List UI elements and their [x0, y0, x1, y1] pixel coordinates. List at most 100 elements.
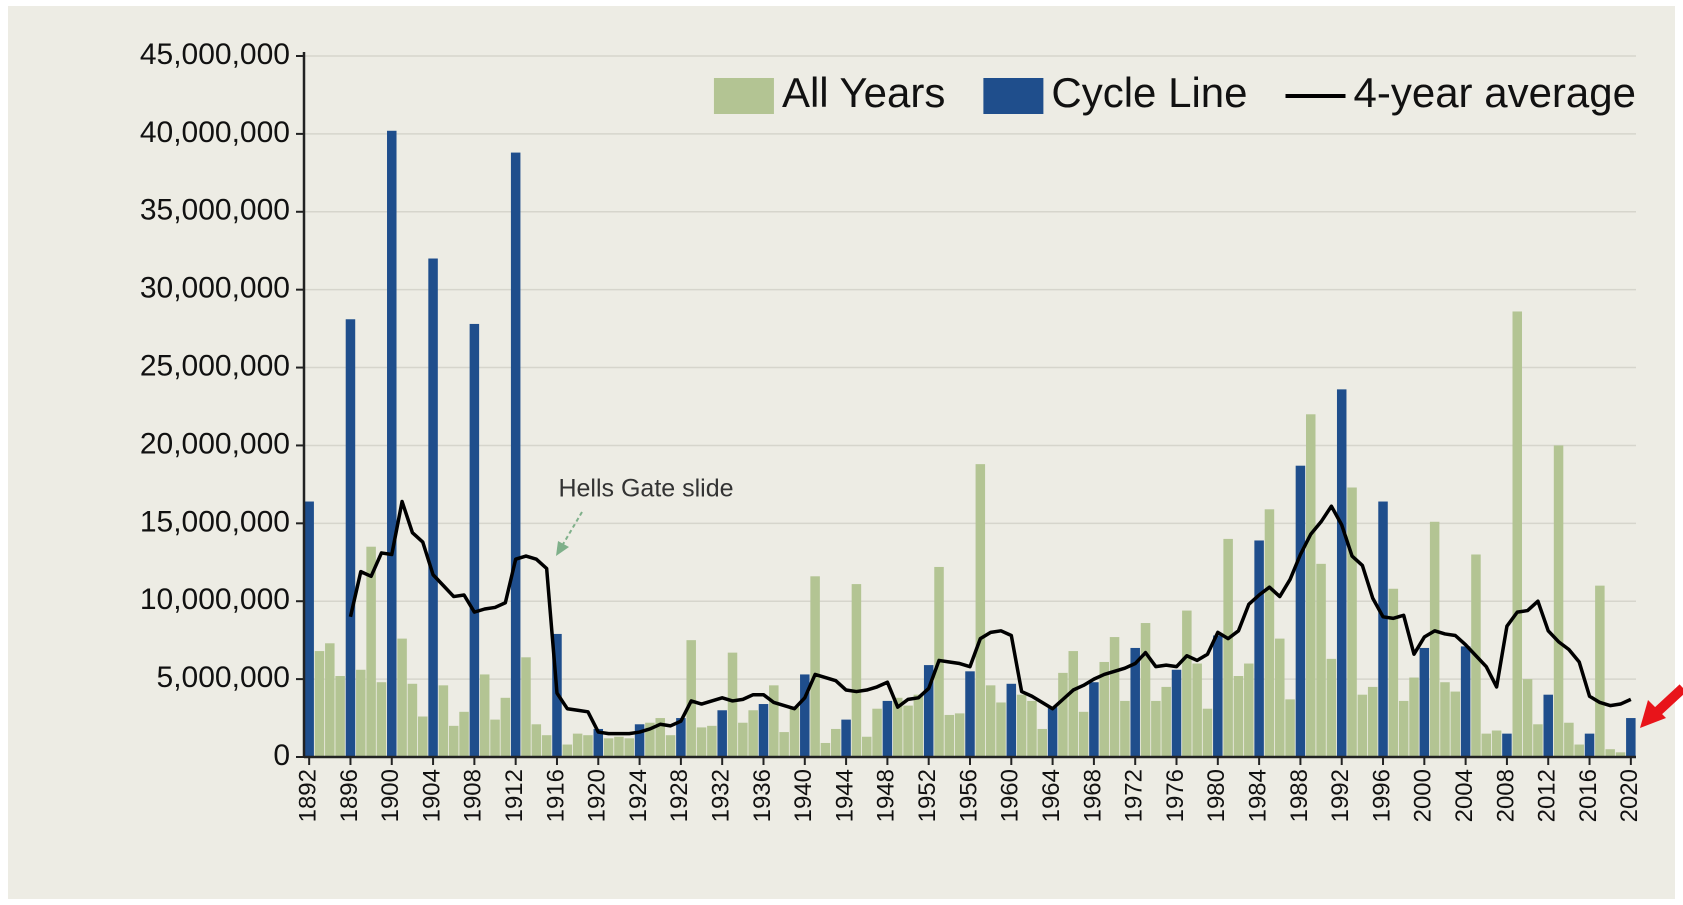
- y-tick-label: 5,000,000: [157, 661, 290, 694]
- bar: [1078, 711, 1089, 757]
- x-tick-label: 1908: [460, 769, 487, 822]
- x-tick-label: 1904: [418, 769, 445, 822]
- annotation: Hells Gate slide: [558, 475, 733, 503]
- bar: [1409, 677, 1419, 757]
- bar: [448, 725, 459, 757]
- bar: [872, 708, 882, 757]
- bar: [975, 464, 986, 757]
- bar: [1357, 694, 1368, 757]
- x-tick-label: 1960: [997, 769, 1024, 822]
- bar: [521, 657, 531, 757]
- bar: [1450, 691, 1461, 757]
- bar: [954, 713, 965, 757]
- x-tick-label: 1900: [377, 769, 404, 822]
- legend-label: All Years: [782, 69, 945, 116]
- bar: [438, 685, 449, 757]
- bar: [707, 725, 717, 757]
- bar: [1440, 682, 1450, 757]
- bar: [1522, 679, 1533, 757]
- x-tick-label: 1984: [1244, 769, 1271, 822]
- x-tick-label: 1980: [1203, 769, 1230, 822]
- x-tick-label: 1896: [336, 769, 363, 822]
- y-tick-label: 10,000,000: [140, 583, 290, 616]
- y-tick-label: 15,000,000: [140, 505, 290, 538]
- bar: [1140, 623, 1151, 757]
- bar: [676, 718, 686, 757]
- bar: [965, 671, 975, 757]
- legend-label: Cycle Line: [1051, 69, 1247, 116]
- bar: [1027, 700, 1037, 757]
- bar: [1264, 509, 1275, 757]
- bar: [1305, 414, 1316, 757]
- bar: [1130, 647, 1140, 757]
- bar: [717, 710, 727, 757]
- bar: [469, 323, 480, 757]
- bar: [800, 674, 810, 757]
- x-tick-label: 2020: [1616, 769, 1643, 822]
- bar: [1584, 733, 1595, 757]
- bar: [1171, 669, 1182, 757]
- bar: [727, 652, 738, 757]
- bar: [1502, 733, 1512, 757]
- bar: [645, 722, 655, 757]
- x-tick-label: 2008: [1492, 769, 1519, 822]
- bar: [913, 694, 924, 757]
- y-tick-label: 25,000,000: [140, 349, 290, 382]
- bar: [1419, 647, 1430, 757]
- bar: [769, 685, 779, 757]
- bar: [1037, 728, 1048, 757]
- bar: [417, 716, 428, 757]
- bar: [614, 736, 624, 757]
- bar: [738, 722, 748, 757]
- y-tick-label: 20,000,000: [140, 427, 290, 460]
- bar: [562, 744, 573, 757]
- bar: [479, 674, 490, 757]
- bar: [810, 576, 820, 757]
- bar: [1595, 585, 1605, 757]
- bar: [1285, 699, 1295, 757]
- bar: [655, 718, 665, 757]
- x-tick-label: 1912: [501, 769, 528, 822]
- bar: [1233, 675, 1244, 757]
- bar: [1161, 686, 1171, 757]
- bar: [831, 728, 841, 757]
- bar: [593, 728, 604, 757]
- y-tick-label: 45,000,000: [140, 38, 290, 71]
- bar: [985, 685, 996, 757]
- x-tick-label: 1932: [708, 769, 735, 822]
- bar: [1099, 661, 1109, 757]
- bar: [748, 710, 758, 757]
- bar: [541, 735, 552, 757]
- highlight-arrow: [1640, 684, 1683, 728]
- x-tick-label: 2016: [1575, 769, 1602, 822]
- bar: [1109, 637, 1120, 757]
- bar: [1089, 682, 1099, 757]
- bar: [1192, 663, 1202, 757]
- bar: [1564, 722, 1574, 757]
- x-tick-label: 1916: [542, 769, 569, 822]
- bar: [428, 258, 438, 757]
- x-tick-label: 1964: [1038, 769, 1065, 822]
- bar: [356, 669, 366, 757]
- bar: [1533, 724, 1543, 757]
- bar: [1512, 311, 1523, 757]
- bar: [892, 697, 903, 757]
- bar: [1047, 707, 1058, 757]
- x-tick-label: 2012: [1534, 769, 1561, 822]
- x-tick-label: 1972: [1121, 769, 1148, 822]
- bar: [841, 719, 851, 757]
- x-tick-label: 1920: [584, 769, 611, 822]
- bar: [1151, 700, 1161, 757]
- x-tick-label: 2000: [1410, 769, 1437, 822]
- x-tick-label: 1956: [955, 769, 982, 822]
- x-tick-label: 1944: [831, 769, 858, 822]
- bar: [665, 735, 676, 757]
- x-tick-label: 2004: [1451, 769, 1478, 822]
- bar: [500, 697, 511, 757]
- bar: [758, 704, 769, 757]
- bar: [634, 724, 645, 757]
- bar: [1326, 658, 1337, 757]
- x-tick-label: 1992: [1327, 769, 1354, 822]
- bar: [686, 640, 696, 757]
- bar: [1202, 708, 1213, 757]
